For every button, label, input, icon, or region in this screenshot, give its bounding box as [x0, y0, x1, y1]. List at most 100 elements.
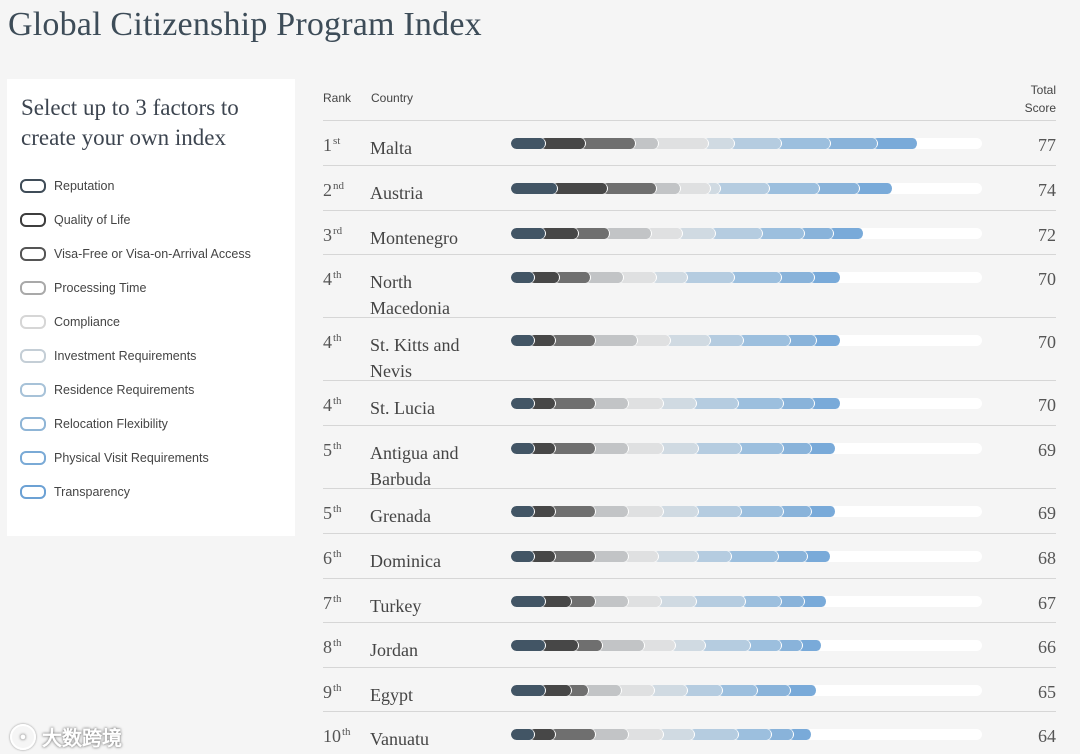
score-bar-segment-4: [582, 685, 622, 696]
rank-number: 5: [323, 503, 332, 523]
score-bar-segment-2: [552, 183, 608, 194]
total-score: 70: [1038, 395, 1056, 415]
rank-number: 3: [323, 225, 332, 245]
toggle-switch[interactable]: [20, 179, 46, 193]
factor-toggle-visa-free-or-visa-on-arrival-access[interactable]: Visa-Free or Visa-on-Arrival Access: [20, 244, 251, 264]
country-name: Austria: [370, 183, 423, 203]
toggle-switch[interactable]: [20, 213, 46, 227]
table-row: 4th St. Lucia 70: [323, 380, 1056, 418]
score-bar-segment-9: [773, 551, 808, 562]
score-bar-segment-8: [740, 596, 782, 607]
score-bar-segment-6: [648, 685, 688, 696]
score-bar-segment-3: [566, 685, 589, 696]
score-bar-segment-2: [540, 685, 573, 696]
score-bar-segment-2: [540, 596, 573, 607]
score-bar-segment-4: [589, 398, 629, 409]
factor-toggle-processing-time[interactable]: Processing Time: [20, 278, 146, 298]
rank-cell: 4th: [323, 395, 342, 416]
score-bar-segment-3: [566, 596, 596, 607]
factor-toggle-quality-of-life[interactable]: Quality of Life: [20, 210, 130, 230]
score-bar-segment-10: [799, 596, 827, 607]
total-score-column-header: Total Score: [1025, 81, 1056, 117]
score-bar-segment-8: [735, 506, 785, 517]
factor-toggle-compliance[interactable]: Compliance: [20, 312, 120, 332]
factor-selector-heading: Select up to 3 factors to create your ow…: [21, 95, 239, 150]
country-name: Turkey: [370, 596, 422, 616]
score-bar-segment-2: [540, 138, 587, 149]
score-bar-segment-10: [808, 398, 841, 409]
country-name: St. Lucia: [370, 398, 435, 418]
toggle-switch[interactable]: [20, 417, 46, 431]
toggle-switch[interactable]: [20, 315, 46, 329]
rank-suffix: th: [333, 503, 342, 515]
table-row: 9th Egypt 65: [323, 667, 1056, 705]
score-bar: [511, 272, 982, 283]
total-score-header-line1: Total: [1030, 83, 1056, 97]
score-bar-segment-4: [589, 596, 629, 607]
score-bar-segment-7: [681, 685, 723, 696]
score-bar-segment-7: [693, 506, 742, 517]
score-bar-segment-1: [511, 443, 535, 454]
country-name: Jordan: [370, 640, 418, 660]
factor-label: Processing Time: [54, 281, 147, 295]
score-bar-segment-10: [787, 729, 813, 740]
score-bar-segment-10: [801, 551, 832, 562]
toggle-switch[interactable]: [20, 485, 46, 499]
score-bar-segment-4: [603, 228, 653, 239]
rank-suffix: st: [333, 135, 341, 147]
score-bar-segment-1: [511, 551, 535, 562]
factor-toggle-relocation-flexibility[interactable]: Relocation Flexibility: [20, 414, 168, 434]
score-bar: [511, 228, 982, 239]
score-bar-segment-10: [797, 640, 822, 651]
score-bar-segment-7: [691, 596, 747, 607]
rank-number: 9: [323, 682, 332, 702]
total-score: 70: [1038, 332, 1056, 352]
score-bar-segment-6: [665, 335, 712, 346]
table-row: 1st Malta 77: [323, 120, 1056, 158]
toggle-switch[interactable]: [20, 349, 46, 363]
toggle-switch[interactable]: [20, 451, 46, 465]
score-bar-segment-8: [733, 729, 773, 740]
toggle-switch[interactable]: [20, 247, 46, 261]
total-score: 66: [1038, 637, 1056, 657]
score-bar-segment-1: [511, 596, 547, 607]
score-bar-segment-6: [702, 138, 735, 149]
score-bar-segment-9: [752, 685, 792, 696]
factor-toggle-residence-requirements[interactable]: Residence Requirements: [20, 380, 194, 400]
total-score: 74: [1038, 180, 1056, 200]
toggle-switch[interactable]: [20, 383, 46, 397]
score-bar-segment-8: [775, 138, 832, 149]
rank-cell: 10th: [323, 726, 351, 747]
score-bar-segment-6: [653, 551, 700, 562]
score-bar-segment-3: [580, 138, 636, 149]
score-bar-segment-4: [596, 640, 646, 651]
score-bar-segment-4: [629, 138, 660, 149]
score-bar-segment-10: [808, 272, 841, 283]
score-bar: [511, 551, 982, 562]
score-bar-segment-5: [632, 335, 672, 346]
score-bar-segment-2: [528, 551, 556, 562]
score-bar-segment-4: [651, 183, 681, 194]
score-bar-segment-5: [622, 729, 665, 740]
score-bar-segment-1: [511, 138, 547, 149]
score-bar-segment-9: [778, 443, 813, 454]
table-row: 4th St. Kitts and Nevis 70: [323, 317, 1056, 381]
score-bar-segment-3: [573, 640, 603, 651]
score-bar-segment-6: [658, 506, 700, 517]
factor-toggle-transparency[interactable]: Transparency: [20, 482, 130, 502]
factor-toggle-reputation[interactable]: Reputation: [20, 176, 114, 196]
score-bar-segment-9: [775, 640, 803, 651]
score-bar-segment-3: [601, 183, 657, 194]
score-bar-segment-8: [716, 685, 759, 696]
score-bar-segment-5: [646, 228, 683, 239]
score-bar-segment-3: [549, 335, 596, 346]
score-bar-segment-2: [540, 228, 580, 239]
score-bar-segment-5: [639, 640, 676, 651]
page-title: Global Citizenship Program Index: [8, 6, 482, 43]
factor-toggle-physical-visit-requirements[interactable]: Physical Visit Requirements: [20, 448, 209, 468]
factor-label: Visa-Free or Visa-on-Arrival Access: [54, 247, 251, 261]
toggle-switch[interactable]: [20, 281, 46, 295]
score-bar-segment-6: [658, 729, 695, 740]
score-bar-segment-3: [549, 506, 596, 517]
factor-toggle-investment-requirements[interactable]: Investment Requirements: [20, 346, 196, 366]
